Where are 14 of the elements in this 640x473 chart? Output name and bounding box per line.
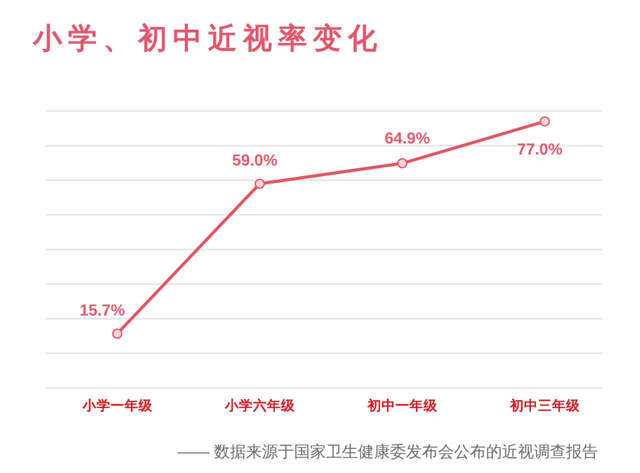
point — [397, 158, 408, 168]
point — [112, 328, 122, 339]
data-label: 64.9% — [384, 130, 430, 148]
x-tick-label: 小学一年级 — [81, 398, 154, 413]
point — [254, 178, 265, 189]
text: —— 数据来源于国家卫生健康委发布会公布的近视调查报告 — [178, 443, 598, 461]
data-label: 15.7% — [80, 302, 125, 320]
x-tick-label: 初中三年级 — [508, 397, 581, 413]
chart-title: 小学、初中近视率变化 — [32, 22, 383, 55]
point — [540, 116, 550, 127]
x-tick-label: 小学六年级 — [224, 397, 296, 413]
x-tick-label: 初中一年级 — [366, 397, 438, 413]
data-label: 77.0% — [517, 141, 562, 158]
data-label: 59.0% — [232, 152, 278, 170]
